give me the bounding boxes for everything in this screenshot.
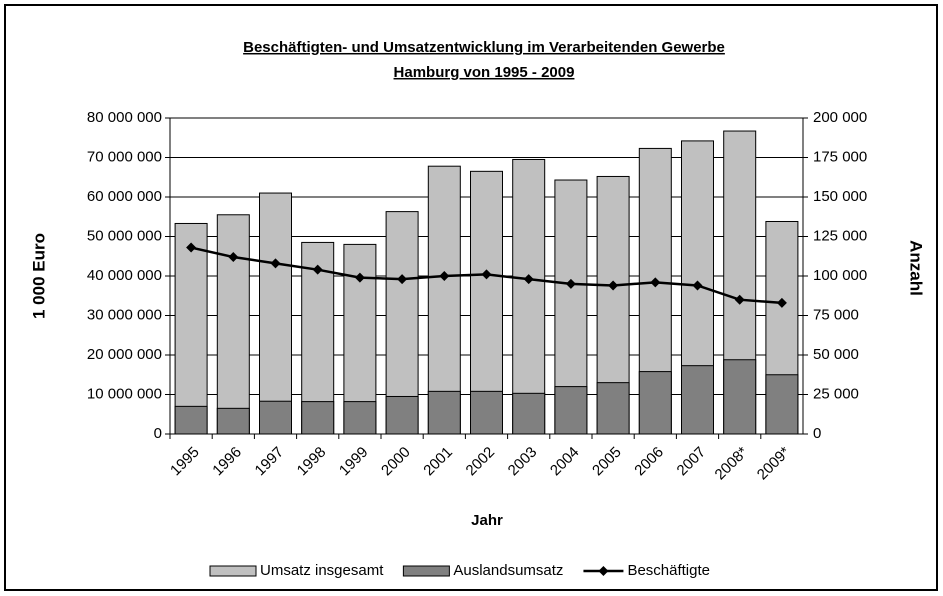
x-axis-label: Jahr bbox=[471, 512, 503, 529]
bar bbox=[216, 214, 250, 435]
legend-label: Umsatz insgesamt bbox=[260, 562, 384, 579]
marker bbox=[776, 297, 787, 308]
y-axis-label: 1 000 Euro bbox=[29, 233, 48, 319]
bar bbox=[681, 365, 714, 435]
bar bbox=[259, 192, 292, 435]
y2-tick-label: 200 000 bbox=[813, 109, 867, 126]
marker bbox=[354, 272, 365, 283]
marker bbox=[312, 264, 323, 275]
marker bbox=[650, 277, 661, 288]
chart-subtitle: Hamburg von 1995 - 2009 bbox=[394, 64, 575, 81]
bar bbox=[427, 165, 461, 435]
legend-swatch bbox=[402, 565, 450, 577]
marker bbox=[523, 274, 534, 285]
bar bbox=[259, 400, 292, 435]
bar bbox=[343, 401, 377, 435]
bar bbox=[427, 390, 461, 435]
plot-frame bbox=[169, 117, 804, 435]
bar bbox=[301, 401, 335, 435]
legend-label: Auslandsumsatz bbox=[453, 562, 563, 579]
bar bbox=[596, 382, 630, 435]
bar bbox=[512, 392, 546, 435]
y-tick-label: 30 000 000 bbox=[87, 306, 162, 323]
bar bbox=[470, 170, 503, 435]
marker bbox=[481, 269, 492, 280]
y-tick-label: 40 000 000 bbox=[87, 267, 162, 284]
bar bbox=[174, 222, 208, 435]
marker bbox=[692, 280, 703, 291]
marker bbox=[397, 274, 408, 285]
y2-tick-label: 50 000 bbox=[813, 346, 859, 363]
legend-label: Beschäftigte bbox=[627, 562, 710, 579]
y2-tick-label: 100 000 bbox=[813, 267, 867, 284]
y-tick-label: 10 000 000 bbox=[87, 385, 162, 402]
y2-tick-label: 75 000 bbox=[813, 306, 859, 323]
marker bbox=[608, 280, 619, 291]
bar bbox=[638, 371, 672, 435]
marker bbox=[439, 271, 450, 281]
bar bbox=[174, 405, 208, 435]
marker bbox=[565, 278, 576, 289]
bar bbox=[723, 359, 757, 435]
marker bbox=[734, 294, 745, 305]
bar bbox=[385, 395, 419, 435]
bar bbox=[216, 407, 250, 435]
y2-tick-label: 150 000 bbox=[813, 188, 867, 205]
legend-swatch bbox=[209, 565, 257, 577]
y-tick-label: 50 000 000 bbox=[87, 227, 162, 244]
marker bbox=[186, 242, 197, 253]
bar bbox=[554, 386, 588, 435]
bar bbox=[512, 158, 546, 435]
y2-axis-label: Anzahl bbox=[907, 240, 926, 296]
marker bbox=[228, 252, 239, 263]
y2-tick-label: 0 bbox=[813, 425, 821, 442]
legend-marker bbox=[598, 566, 609, 576]
y2-tick-label: 25 000 bbox=[813, 385, 859, 402]
marker bbox=[270, 258, 281, 269]
y2-tick-label: 125 000 bbox=[813, 227, 867, 244]
chart-title: Beschäftigten- und Umsatzentwicklung im … bbox=[243, 39, 725, 56]
bar bbox=[765, 374, 799, 435]
y-tick-label: 0 bbox=[154, 425, 162, 442]
y-tick-label: 80 000 000 bbox=[87, 109, 162, 126]
y-tick-label: 60 000 000 bbox=[87, 188, 162, 205]
y2-tick-label: 175 000 bbox=[813, 148, 867, 165]
bar bbox=[470, 390, 503, 435]
y-tick-label: 70 000 000 bbox=[87, 148, 162, 165]
y-tick-label: 20 000 000 bbox=[87, 346, 162, 363]
